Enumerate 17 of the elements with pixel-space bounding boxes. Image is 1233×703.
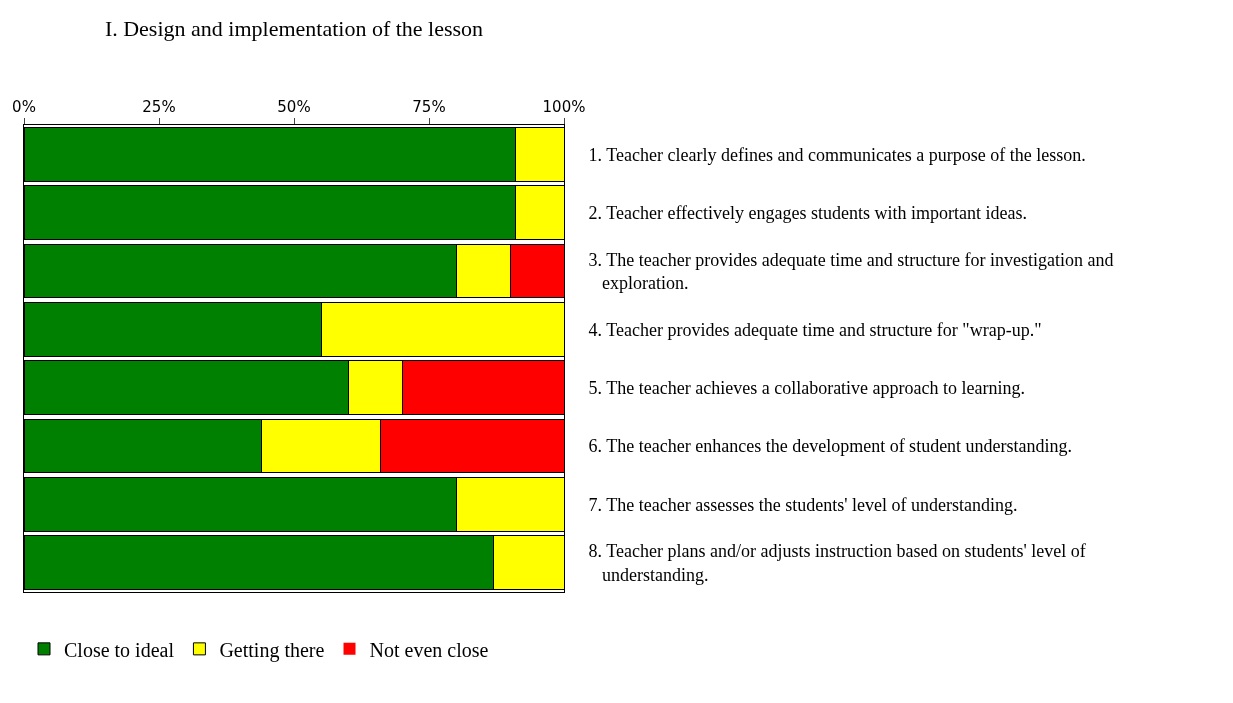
y-tick-label: 3. The teacher provides adequate time and structure for investigation and exploration. [588,249,1114,293]
chart-title: I. Design and implementation of the lesson [104,16,484,42]
x-tick-label: 75% [412,98,446,116]
legend-label: Close to ideal [64,638,175,661]
x-tick-label: 0% [12,98,36,116]
y-tick-label: 5. The teacher achieves a collaborative approach to learning. [588,377,1026,398]
y-tick-label: 7. The teacher assesses the students' level of understanding. [588,494,1018,515]
x-tick-label: 25% [142,98,176,116]
y-tick-label: 8. Teacher plans and/or adjusts instruction based on students' level of understanding. [588,541,1086,585]
y-tick-label: 6. The teacher enhances the development of student understanding. [588,436,1073,457]
y-tick-label: 2. Teacher effectively engages students with important ideas. [588,202,1028,223]
x-tick-label: 100% [542,98,586,116]
y-tick-label: 1. Teacher clearly defines and communicates a purpose of the lesson. [588,144,1086,165]
x-tick-label: 50% [277,98,311,116]
legend-label: Not even close [369,638,489,661]
legend-label: Getting there [219,638,325,662]
y-tick-label: 4. Teacher provides adequate time and structure for "wrap-up." [588,319,1042,340]
